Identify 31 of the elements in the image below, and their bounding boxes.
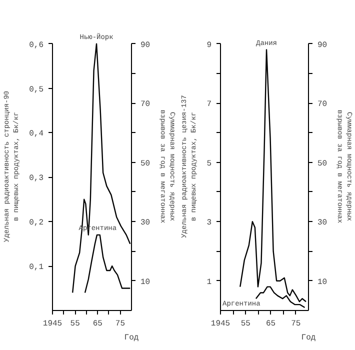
- y2-tick-label: 90: [140, 40, 150, 50]
- y2-tick-label: 10: [318, 278, 328, 287]
- y-tick-label: 3: [206, 218, 212, 228]
- y-tick-label: 0,3: [29, 174, 44, 184]
- x-tick-label: 65: [266, 320, 276, 328]
- y2-tick-label: 70: [140, 100, 150, 110]
- y2-tick-label: 90: [318, 40, 328, 50]
- y-tick-label: 0,5: [29, 85, 44, 94]
- y2-tick-label: 70: [318, 100, 328, 110]
- y2-tick-label: 30: [318, 218, 328, 228]
- x-axis-title: Год: [124, 334, 139, 342]
- x-tick-label: 1945: [210, 320, 230, 328]
- y-tick-label: 0,6: [29, 40, 44, 50]
- y-tick-label: 5: [206, 159, 212, 168]
- y2-tick-label: 50: [140, 159, 150, 168]
- x-axis-title: Год: [301, 334, 316, 342]
- y-tick-label: 9: [206, 40, 212, 50]
- y2-tick-label: 50: [318, 159, 328, 168]
- y2-tick-label: 30: [140, 218, 150, 228]
- y2-tick-label: 10: [140, 278, 150, 287]
- x-tick-label: 55: [240, 320, 251, 328]
- x-tick-label: 75: [115, 320, 126, 328]
- y-tick-label: 1: [206, 278, 212, 287]
- y-tick-label: 7: [206, 100, 212, 110]
- y-tick-label: 0,2: [29, 218, 44, 228]
- x-tick-label: 75: [291, 320, 301, 328]
- x-tick-label: 1945: [42, 320, 62, 328]
- x-tick-label: 65: [92, 320, 103, 328]
- x-tick-label: 55: [70, 320, 80, 328]
- y-tick-label: 0,1: [29, 263, 44, 272]
- y-tick-label: 0,4: [29, 130, 44, 139]
